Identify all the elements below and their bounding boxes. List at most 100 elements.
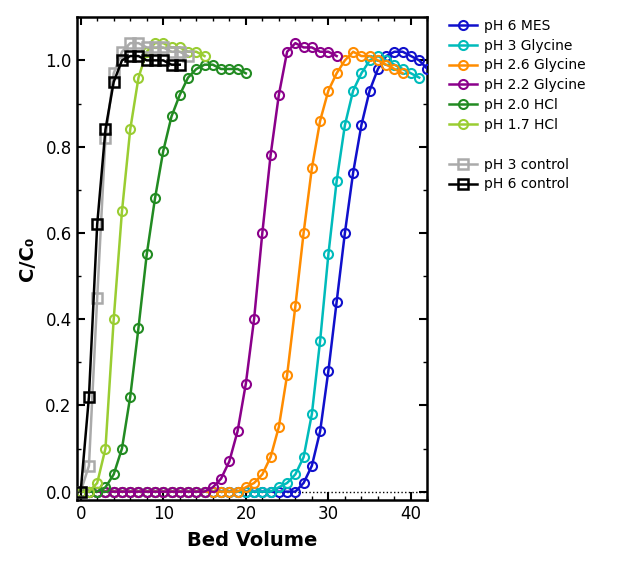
pH 2.2 Glycine xyxy=(283,48,291,55)
Line: pH 2.0 HCl: pH 2.0 HCl xyxy=(76,60,250,496)
pH 3 Glycine xyxy=(118,488,126,495)
pH 2.6 Glycine xyxy=(250,480,258,486)
pH 2.2 Glycine xyxy=(143,488,151,495)
pH 6 MES xyxy=(267,488,274,495)
pH 3 Glycine xyxy=(292,471,299,478)
pH 6 MES xyxy=(333,298,341,305)
pH 3 Glycine xyxy=(316,337,324,344)
pH 3 Glycine xyxy=(366,57,373,64)
pH 2.2 Glycine xyxy=(93,488,101,495)
pH 1.7 HCl xyxy=(201,52,209,59)
pH 6 MES xyxy=(357,122,365,129)
pH 6 MES xyxy=(316,428,324,435)
Line: pH 3 Glycine: pH 3 Glycine xyxy=(76,52,424,496)
pH 2.2 Glycine xyxy=(250,316,258,323)
pH 2.6 Glycine xyxy=(176,488,184,495)
pH 6 MES xyxy=(258,488,266,495)
pH 2.0 HCl xyxy=(85,488,93,495)
pH 2.6 Glycine xyxy=(374,57,382,64)
pH 2.2 Glycine xyxy=(135,488,142,495)
pH 1.7 HCl xyxy=(110,316,117,323)
pH 2.6 Glycine xyxy=(382,62,390,68)
pH 6 MES xyxy=(118,488,126,495)
pH 6 MES xyxy=(126,488,134,495)
pH 1.7 HCl xyxy=(126,126,134,133)
pH 2.6 Glycine xyxy=(151,488,159,495)
pH 2.0 HCl xyxy=(225,66,233,72)
pH 3 Glycine xyxy=(151,488,159,495)
pH 2.2 Glycine xyxy=(316,48,324,55)
pH 6 MES xyxy=(424,66,431,72)
pH 3 Glycine xyxy=(160,488,167,495)
pH 2.6 Glycine xyxy=(283,371,291,378)
Line: pH 3 control: pH 3 control xyxy=(76,39,193,496)
pH 3 Glycine xyxy=(85,488,93,495)
pH 2.2 Glycine xyxy=(267,152,274,159)
pH 2.6 Glycine xyxy=(341,57,349,64)
pH 3 Glycine xyxy=(382,57,390,64)
pH 2.0 HCl xyxy=(217,66,225,72)
pH 3 control xyxy=(85,462,93,469)
pH 6 control xyxy=(143,57,151,64)
pH 2.2 Glycine xyxy=(85,488,93,495)
pH 6 control xyxy=(77,488,84,495)
pH 2.6 Glycine xyxy=(267,454,274,461)
pH 3 Glycine xyxy=(300,454,308,461)
pH 2.0 HCl xyxy=(110,471,117,478)
pH 2.6 Glycine xyxy=(308,165,316,172)
pH 6 MES xyxy=(399,48,406,55)
pH 1.7 HCl xyxy=(176,44,184,51)
pH 1.7 HCl xyxy=(118,208,126,214)
pH 3 control xyxy=(118,48,126,55)
pH 3 control xyxy=(110,70,117,77)
pH 2.2 Glycine xyxy=(300,44,308,51)
pH 2.0 HCl xyxy=(93,488,101,495)
pH 3 Glycine xyxy=(101,488,109,495)
pH 2.6 Glycine xyxy=(101,488,109,495)
pH 6 control xyxy=(126,52,134,59)
pH 1.7 HCl xyxy=(168,44,175,51)
pH 3 Glycine xyxy=(110,488,117,495)
pH 2.6 Glycine xyxy=(325,87,332,94)
pH 3 control xyxy=(168,48,175,55)
pH 2.0 HCl xyxy=(234,66,241,72)
pH 6 MES xyxy=(242,488,249,495)
pH 1.7 HCl xyxy=(184,48,192,55)
pH 6 MES xyxy=(382,52,390,59)
pH 2.6 Glycine xyxy=(160,488,167,495)
pH 2.6 Glycine xyxy=(118,488,126,495)
Line: pH 2.2 Glycine: pH 2.2 Glycine xyxy=(76,39,341,496)
pH 2.6 Glycine xyxy=(193,488,200,495)
pH 2.2 Glycine xyxy=(333,52,341,59)
pH 6 MES xyxy=(390,48,398,55)
pH 2.0 HCl xyxy=(77,488,84,495)
pH 2.2 Glycine xyxy=(193,488,200,495)
pH 2.0 HCl xyxy=(209,62,217,68)
pH 1.7 HCl xyxy=(93,480,101,486)
pH 3 Glycine xyxy=(325,251,332,258)
pH 6 MES xyxy=(366,87,373,94)
pH 2.6 Glycine xyxy=(184,488,192,495)
pH 2.2 Glycine xyxy=(308,44,316,51)
pH 6 control xyxy=(101,126,109,133)
pH 3 Glycine xyxy=(234,488,241,495)
pH 1.7 HCl xyxy=(151,40,159,47)
Line: pH 6 MES: pH 6 MES xyxy=(76,47,432,496)
pH 2.0 HCl xyxy=(101,484,109,491)
pH 3 Glycine xyxy=(415,74,423,81)
pH 6 MES xyxy=(415,57,423,64)
Y-axis label: C/C₀: C/C₀ xyxy=(18,236,37,281)
pH 3 control xyxy=(126,40,134,47)
pH 6 control xyxy=(176,62,184,68)
pH 2.2 Glycine xyxy=(292,40,299,47)
pH 6 MES xyxy=(110,488,117,495)
pH 2.6 Glycine xyxy=(110,488,117,495)
pH 6 MES xyxy=(341,229,349,236)
pH 2.6 Glycine xyxy=(357,52,365,59)
pH 2.0 HCl xyxy=(143,251,151,258)
pH 6 control xyxy=(85,393,93,400)
pH 3 Glycine xyxy=(341,122,349,129)
pH 6 MES xyxy=(160,488,167,495)
pH 2.2 Glycine xyxy=(176,488,184,495)
pH 3 control xyxy=(160,44,167,51)
